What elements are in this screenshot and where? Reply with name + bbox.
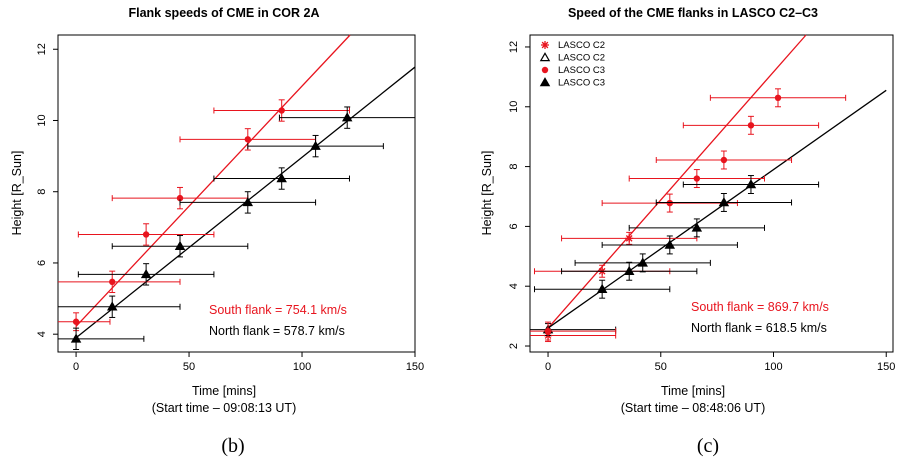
y-tick-label: 6 <box>508 223 520 229</box>
panel-label: (b) <box>221 435 244 457</box>
chart-panel-b: Flank speeds of CME in COR 2A Height [R_… <box>10 6 424 457</box>
fit-line-2 <box>547 34 807 329</box>
y-tick-label: 10 <box>508 101 520 113</box>
data-point <box>242 196 254 207</box>
south-flank-annotation: South flank = 754.1 km/s <box>209 303 347 317</box>
x-axis-sublabel: (Start time – 09:08:13 UT) <box>152 401 297 415</box>
legend-label: LASCO C3 <box>558 78 605 89</box>
data-point <box>70 333 82 343</box>
data-point <box>244 136 251 143</box>
y-tick-label: 8 <box>36 189 48 195</box>
data-point <box>106 301 118 311</box>
panel-label: (c) <box>697 435 719 457</box>
data-point <box>341 112 353 122</box>
y-tick-label: 10 <box>36 114 48 126</box>
x-axis-label: Time [mins] <box>661 384 725 398</box>
legend-label: LASCO C2 <box>558 53 605 64</box>
x-tick-label: 100 <box>293 361 311 373</box>
plot-frame <box>529 34 894 353</box>
legend-marker <box>541 41 549 49</box>
x-tick-label: 150 <box>406 361 424 373</box>
data-point <box>176 194 184 202</box>
data-point <box>637 257 648 267</box>
legend-label: LASCO C3 <box>558 65 605 76</box>
data-point <box>278 107 285 114</box>
data-point <box>544 327 552 335</box>
y-axis-label: Height [R_Sun] <box>10 151 24 236</box>
data-point <box>109 278 116 286</box>
data-point <box>596 283 608 293</box>
fit-line-0 <box>75 34 351 327</box>
data-point <box>720 156 728 164</box>
data-point <box>623 265 635 276</box>
data-marks <box>58 34 416 351</box>
legend-marker <box>541 66 549 74</box>
data-point <box>174 240 186 250</box>
data-point <box>745 179 757 189</box>
x-tick-label: 150 <box>877 361 895 373</box>
y-tick-label: 6 <box>36 260 48 266</box>
north-flank-annotation: North flank = 578.7 km/s <box>209 324 345 338</box>
data-point <box>140 268 152 279</box>
legend-marker <box>539 52 551 62</box>
x-tick-label: 50 <box>183 361 195 373</box>
y-tick-label: 2 <box>508 343 520 349</box>
y-axis-label: Height [R_Sun] <box>480 151 494 236</box>
north-flank-annotation: North flank = 618.5 km/s <box>691 321 827 335</box>
legend-marker <box>539 77 551 87</box>
data-point <box>666 199 673 207</box>
data-point <box>691 222 703 232</box>
data-point <box>747 122 755 129</box>
south-flank-annotation: South flank = 869.7 km/s <box>691 300 829 314</box>
axis-ticks: 0 50 100 150 4 6 8 10 12 <box>36 43 424 373</box>
data-point <box>142 231 150 238</box>
data-point <box>693 175 701 182</box>
data-point <box>718 197 730 207</box>
axis-ticks: 0 50 100 150 2 4 6 8 10 12 <box>508 41 895 373</box>
x-axis-label: Time [mins] <box>192 384 256 398</box>
data-point <box>72 318 80 325</box>
plot-frame <box>57 34 416 353</box>
x-tick-label: 0 <box>73 361 79 373</box>
y-tick-label: 4 <box>508 283 520 289</box>
x-tick-label: 100 <box>764 361 782 373</box>
data-marks <box>530 34 887 343</box>
y-tick-label: 12 <box>36 43 48 55</box>
data-point <box>664 239 676 249</box>
y-tick-label: 12 <box>508 41 520 53</box>
data-point <box>310 140 321 150</box>
y-tick-label: 8 <box>508 164 520 170</box>
chart-title: Speed of the CME flanks in LASCO C2–C3 <box>568 6 818 20</box>
data-point <box>774 94 782 102</box>
x-axis-sublabel: (Start time – 08:48:06 UT) <box>621 401 766 415</box>
chart-panel-c: Speed of the CME flanks in LASCO C2–C3 H… <box>480 6 895 457</box>
x-tick-label: 0 <box>545 361 551 373</box>
x-tick-label: 50 <box>655 361 667 373</box>
data-point <box>625 234 634 243</box>
data-point <box>276 173 287 183</box>
chart-title: Flank speeds of CME in COR 2A <box>128 6 319 20</box>
y-tick-label: 4 <box>36 331 48 337</box>
legend-label: LASCO C2 <box>558 40 605 51</box>
